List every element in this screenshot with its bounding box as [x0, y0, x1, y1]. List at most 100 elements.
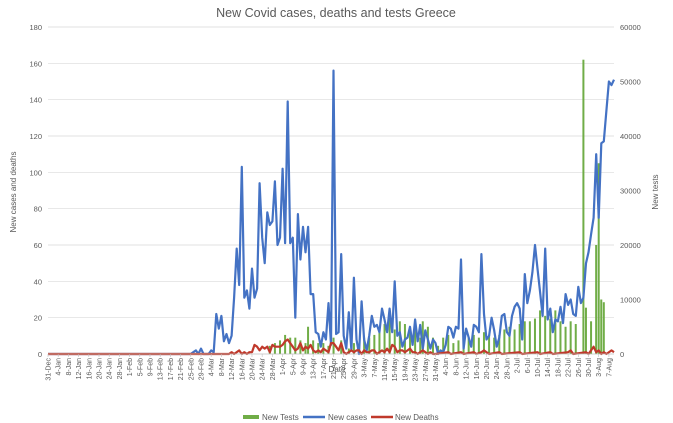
- tests-bar: [307, 326, 310, 354]
- x-tick-label: 3-May: [362, 358, 369, 378]
- x-tick-label: 26-Jul: [576, 358, 583, 378]
- tests-bar: [431, 337, 434, 354]
- tests-bar: [559, 321, 562, 354]
- x-tick-label: 6-Jul: [525, 358, 532, 374]
- y-left-tick-label: 100: [29, 168, 42, 177]
- x-tick-label: 12-Jun: [464, 358, 471, 380]
- tests-bar: [513, 329, 516, 354]
- x-tick-label: 17-Apr: [321, 357, 328, 379]
- tests-bar: [554, 310, 557, 354]
- axes: 0 20 40 60 80 100 120 140 160 180 0 10000 20000 30000…: [29, 23, 640, 381]
- legend-label-tests: New Tests: [262, 413, 299, 422]
- tests-bar: [595, 245, 598, 354]
- y-left-tick-label: 140: [29, 96, 42, 105]
- x-tick-label: 16-Jun: [474, 358, 481, 380]
- tests-bar: [523, 321, 526, 354]
- x-tick-label: 4-Jun: [443, 358, 450, 376]
- y-right-tick-label: 20000: [620, 241, 641, 250]
- x-tick-label: 29-Feb: [198, 358, 205, 380]
- x-tick-label: 16-Mar: [239, 357, 246, 380]
- tests-bar: [363, 337, 366, 354]
- tests-bar: [373, 334, 376, 354]
- y-right-tick-label: 40000: [620, 132, 641, 141]
- x-tick-label: 9-Feb: [147, 358, 154, 376]
- tests-bar: [472, 334, 475, 354]
- x-tick-label: 13-Apr: [311, 357, 318, 379]
- tests-bar: [273, 343, 276, 354]
- x-tick-label: 28-Jun: [504, 358, 511, 380]
- x-tick-label: 25-Apr: [341, 357, 348, 379]
- x-tick-label: 15-May: [392, 358, 399, 382]
- tests-bar: [421, 321, 424, 354]
- x-tick-label: 24-Mar: [260, 357, 267, 380]
- legend-swatch-tests: [243, 415, 259, 419]
- tests-bar: [312, 340, 315, 354]
- tests-bar: [317, 343, 320, 354]
- x-tick-label: 12-Mar: [229, 357, 236, 380]
- y-right-tick-label: 30000: [620, 187, 641, 196]
- tests-bar: [284, 334, 287, 354]
- tests-bar: [378, 332, 381, 354]
- x-tick-label: 8-Jan: [66, 358, 73, 376]
- y-left-tick-label: 0: [38, 350, 42, 359]
- x-tick-label: 30-Jul: [586, 358, 593, 378]
- tests-bars: [268, 59, 605, 354]
- x-tick-label: 31-May: [433, 358, 440, 382]
- y-right-tick-label: 0: [620, 350, 624, 359]
- tests-bar: [518, 324, 521, 354]
- tests-bar: [597, 163, 600, 354]
- y-left-tick-label: 60: [34, 241, 42, 250]
- x-tick-label: 17-Feb: [168, 358, 175, 380]
- x-tick-label: 12-Jan: [76, 358, 83, 380]
- x-tick-label: 27-May: [423, 358, 430, 382]
- x-tick-label: 20-Jun: [484, 358, 491, 380]
- x-tick-label: 28-Jan: [117, 358, 124, 380]
- tests-bar: [294, 337, 297, 354]
- x-tick-label: 14-Jul: [545, 358, 552, 378]
- x-tick-label: 3-Aug: [596, 358, 603, 377]
- tests-bar: [590, 321, 593, 354]
- x-tick-label: 11-May: [382, 358, 389, 381]
- tests-bar: [419, 337, 422, 354]
- x-tick-label: 1-Apr: [280, 357, 287, 375]
- right-axis-label: New tests: [651, 174, 660, 209]
- x-tick-label: 4-Jan: [56, 358, 63, 376]
- tests-bar: [503, 329, 506, 354]
- x-tick-label: 25-Feb: [188, 358, 195, 380]
- x-tick-label: 5-Apr: [290, 357, 297, 375]
- tests-bar: [539, 310, 542, 354]
- x-tick-label: 7-Aug: [606, 358, 613, 377]
- tests-bar: [409, 332, 412, 354]
- y-left-tick-label: 160: [29, 59, 42, 68]
- y-right-tick-label: 10000: [620, 296, 641, 305]
- tests-bar: [493, 337, 496, 354]
- x-tick-label: 19-May: [402, 358, 409, 382]
- tests-bar: [457, 340, 460, 354]
- tests-bar: [574, 324, 577, 354]
- tests-bar: [467, 337, 470, 354]
- x-tick-label: 7-May: [372, 358, 379, 378]
- tests-bar: [564, 326, 567, 354]
- tests-bar: [393, 329, 396, 354]
- x-tick-label: 5-Feb: [137, 358, 144, 376]
- legend: New Tests New cases New Deaths: [243, 413, 439, 422]
- y-left-tick-label: 180: [29, 23, 42, 32]
- tests-bar: [569, 321, 572, 354]
- left-axis-label: New cases and deaths: [9, 152, 18, 233]
- tests-bar: [582, 59, 585, 354]
- y-left-tick-label: 80: [34, 205, 42, 214]
- tests-bar: [442, 337, 445, 354]
- tests-bar: [352, 343, 355, 354]
- x-tick-label: 1-Feb: [127, 358, 134, 376]
- cases-line: [48, 69, 615, 356]
- tests-bar: [549, 318, 552, 354]
- x-tick-label: 8-Mar: [219, 357, 226, 376]
- tests-bar: [600, 299, 603, 354]
- tests-bar: [488, 334, 491, 354]
- y-left-tick-label: 40: [34, 277, 42, 286]
- tests-bar: [383, 324, 386, 354]
- x-tick-label: 28-Mar: [270, 357, 277, 380]
- y-left-tick-label: 20: [34, 314, 42, 323]
- x-tick-label: 16-Jan: [86, 358, 93, 380]
- tests-bar: [452, 343, 455, 354]
